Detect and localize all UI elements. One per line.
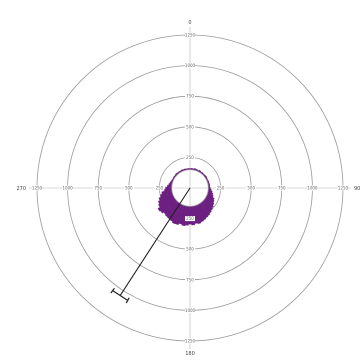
radial-tick-label: 1250 xyxy=(338,186,349,191)
direction-label-180: 180 xyxy=(185,351,195,357)
tick-label-background xyxy=(185,32,195,38)
inner-reference-circle xyxy=(171,169,209,207)
confidence-interval-bar xyxy=(112,290,129,301)
tick-label-background xyxy=(185,154,195,160)
direction-label-90: 90 xyxy=(354,186,360,192)
direction-label-270: 270 xyxy=(16,186,26,192)
tick-label-background xyxy=(185,277,195,283)
radial-tick-label: 750 xyxy=(186,277,194,282)
tick-label-background xyxy=(215,185,226,191)
tick-label-background xyxy=(276,185,287,191)
radial-tick-label: 1000 xyxy=(63,186,74,191)
tick-label-background xyxy=(246,185,257,191)
tick-label-background xyxy=(185,338,195,344)
confidence-interval-cap xyxy=(110,287,115,294)
tick-label-background xyxy=(338,185,348,191)
tick-label-background xyxy=(32,185,42,191)
radial-tick-label: 500 xyxy=(125,186,133,191)
tick-label-background xyxy=(185,246,195,252)
radial-tick-label: 250 xyxy=(156,186,164,191)
mean-vector-line xyxy=(119,187,191,297)
radial-tick-label: 750 xyxy=(278,186,286,191)
tick-label-background xyxy=(185,124,195,130)
radial-tick-label: 1250 xyxy=(185,339,196,344)
tick-label-background xyxy=(93,185,104,191)
radial-tick-label: 1250 xyxy=(32,186,43,191)
tick-label-background xyxy=(154,185,165,191)
radial-tick-label: 500 xyxy=(247,186,255,191)
radial-tick-label: 750 xyxy=(186,94,194,99)
mean-vector xyxy=(110,187,191,304)
radial-tick-label: 500 xyxy=(186,124,194,129)
radial-tick-labels: 250 500 750 1000 1250 250 500 750 1000 1250 250 500… xyxy=(32,32,349,344)
radial-tick-label: 250 xyxy=(186,216,194,221)
tick-label-background xyxy=(62,185,73,191)
direction-label-0: 0 xyxy=(188,20,191,26)
radial-tick-label: 250 xyxy=(186,155,194,160)
tick-label-background xyxy=(185,307,195,313)
histogram-bars xyxy=(157,168,215,227)
radial-tick-label: 1000 xyxy=(185,308,196,313)
radial-tick-label: 250 xyxy=(217,186,225,191)
tick-label-background xyxy=(307,185,318,191)
tick-label-background xyxy=(123,185,134,191)
radial-tick-label: 1000 xyxy=(307,186,318,191)
radial-tick-label: 500 xyxy=(186,247,194,252)
tick-label-background xyxy=(185,216,195,222)
tick-label-background xyxy=(185,63,195,69)
radial-tick-label: 1000 xyxy=(185,63,196,68)
confidence-interval-cap xyxy=(125,297,130,304)
radial-tick-label: 1250 xyxy=(185,33,196,38)
radial-tick-label: 750 xyxy=(94,186,102,191)
tick-label-background xyxy=(185,93,195,99)
direction-labels: 0 90 180 270 xyxy=(16,20,360,357)
